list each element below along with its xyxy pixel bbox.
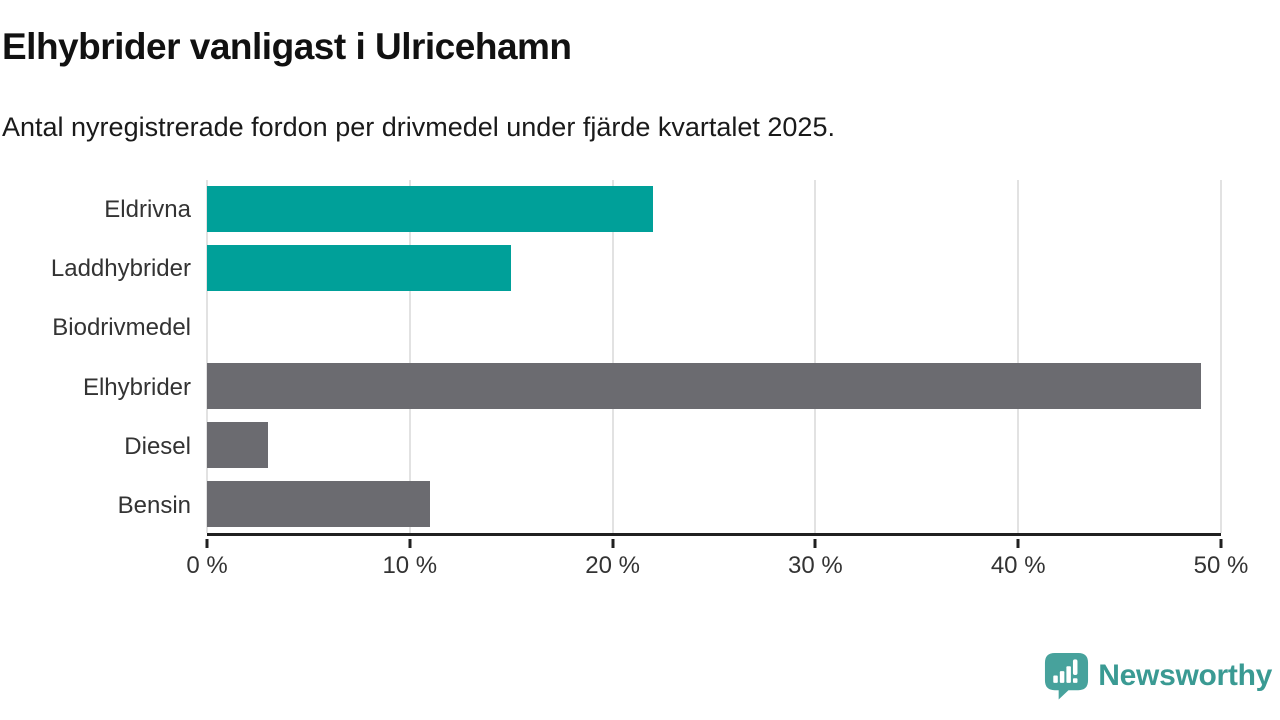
bar-row <box>207 356 1221 415</box>
category-label: Biodrivmedel <box>52 314 191 342</box>
x-axis: 0 % 10 % 20 % 30 % 40 % 50 % <box>186 539 1248 589</box>
brand-logo: Newsworthy <box>1043 651 1272 700</box>
gridline <box>206 180 208 533</box>
chart-subtitle: Antal nyregistrerade fordon per drivmede… <box>2 112 835 142</box>
x-tick <box>611 539 615 548</box>
category-label: Eldrivna <box>104 195 191 223</box>
gridline <box>611 180 614 533</box>
plot-area <box>206 180 1222 536</box>
bar-row <box>207 239 1221 298</box>
x-tick-label: 10 % <box>382 552 438 579</box>
brand-wordmark: Newsworthy <box>1098 658 1272 692</box>
category-label: Diesel <box>124 432 191 460</box>
x-tick <box>813 539 817 548</box>
bar-rows <box>207 180 1221 533</box>
gridline <box>1220 180 1222 533</box>
bar-eldrivna <box>207 186 654 233</box>
bar-elhybrider <box>207 362 1201 409</box>
x-tick <box>205 539 209 548</box>
x-tick-label: 40 % <box>990 552 1046 579</box>
x-tick-label: 20 % <box>585 552 640 579</box>
gridline <box>814 180 817 533</box>
gridline <box>408 180 411 533</box>
bar-laddhybrider <box>207 245 512 292</box>
x-tick-label: 30 % <box>788 552 843 579</box>
x-tick-label: 50 % <box>1193 552 1249 579</box>
x-tick <box>1219 539 1223 548</box>
x-tick-label: 0 % <box>186 552 228 579</box>
bar-row <box>207 180 1221 239</box>
category-label: Elhybrider <box>82 373 191 401</box>
category-label: Laddhybrider <box>50 254 191 282</box>
chart-title: Elhybrider vanligast i Ulricehamn <box>2 26 572 67</box>
bar-row <box>207 415 1221 474</box>
bar-diesel <box>207 421 268 468</box>
bar-bensin <box>207 480 431 527</box>
y-axis-category-labels: Eldrivna Laddhybrider Biodrivmedel Elhyb… <box>0 180 191 536</box>
x-tick <box>1016 539 1020 548</box>
bar-row <box>207 474 1221 533</box>
category-label: Bensin <box>117 492 191 520</box>
bar-row <box>207 298 1221 357</box>
gridline <box>1017 180 1020 533</box>
newsworthy-chart-bubble-icon <box>1045 652 1089 700</box>
x-tick <box>408 539 412 548</box>
